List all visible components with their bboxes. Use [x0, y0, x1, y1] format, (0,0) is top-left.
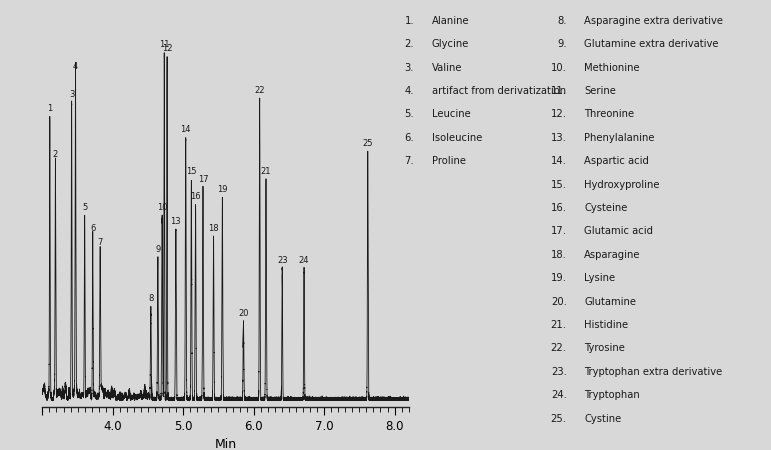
Text: 5: 5: [82, 203, 87, 212]
Text: 11.: 11.: [550, 86, 567, 96]
Text: 18: 18: [208, 224, 219, 233]
Text: Valine: Valine: [432, 63, 463, 72]
Text: Methionine: Methionine: [584, 63, 640, 72]
Text: 18.: 18.: [550, 250, 567, 260]
Text: 24.: 24.: [550, 390, 567, 400]
Text: 6.: 6.: [405, 133, 414, 143]
Text: Cysteine: Cysteine: [584, 203, 628, 213]
Text: 15: 15: [186, 167, 197, 176]
Text: Tryptophan extra derivative: Tryptophan extra derivative: [584, 367, 722, 377]
Text: 4: 4: [73, 62, 78, 71]
Text: 11: 11: [159, 40, 170, 50]
Text: 4.: 4.: [405, 86, 414, 96]
Text: 22.: 22.: [550, 343, 567, 353]
Text: Threonine: Threonine: [584, 109, 635, 119]
Text: 12.: 12.: [550, 109, 567, 119]
Text: Cystine: Cystine: [584, 414, 621, 423]
Text: artifact from derivatization: artifact from derivatization: [432, 86, 566, 96]
Text: 16: 16: [190, 192, 201, 201]
Text: Serine: Serine: [584, 86, 616, 96]
Text: 21.: 21.: [550, 320, 567, 330]
Text: 9.: 9.: [557, 39, 567, 49]
Text: 2.: 2.: [405, 39, 414, 49]
Text: Isoleucine: Isoleucine: [432, 133, 482, 143]
Text: Glutamine: Glutamine: [584, 297, 636, 306]
Text: Glutamine extra derivative: Glutamine extra derivative: [584, 39, 719, 49]
Text: 6: 6: [90, 224, 96, 233]
Text: 22: 22: [254, 86, 265, 95]
Text: 23: 23: [277, 256, 288, 265]
Text: Aspartic acid: Aspartic acid: [584, 156, 649, 166]
Text: 13: 13: [170, 217, 181, 226]
Text: 19: 19: [217, 185, 227, 194]
Text: 14: 14: [180, 125, 191, 134]
Text: 5.: 5.: [405, 109, 414, 119]
Text: 20.: 20.: [550, 297, 567, 306]
Text: 25.: 25.: [550, 414, 567, 423]
Text: 21: 21: [261, 167, 271, 176]
Text: 16.: 16.: [550, 203, 567, 213]
Text: 17: 17: [197, 175, 208, 184]
Text: Proline: Proline: [432, 156, 466, 166]
Text: 20: 20: [238, 309, 249, 318]
Text: 24: 24: [299, 256, 309, 265]
Text: Alanine: Alanine: [432, 16, 470, 26]
Text: Lysine: Lysine: [584, 273, 615, 283]
Text: 2: 2: [52, 150, 58, 159]
Text: 1: 1: [47, 104, 52, 113]
X-axis label: Min: Min: [214, 437, 237, 450]
Text: 14.: 14.: [550, 156, 567, 166]
Text: Glutamic acid: Glutamic acid: [584, 226, 653, 236]
Text: 9: 9: [155, 245, 160, 254]
Text: Hydroxyproline: Hydroxyproline: [584, 180, 660, 189]
Text: Glycine: Glycine: [432, 39, 469, 49]
Text: Tryptophan: Tryptophan: [584, 390, 640, 400]
Text: 3: 3: [69, 90, 74, 99]
Text: Asparagine extra derivative: Asparagine extra derivative: [584, 16, 723, 26]
Text: 7.: 7.: [405, 156, 414, 166]
Text: 17.: 17.: [550, 226, 567, 236]
Text: 10.: 10.: [550, 63, 567, 72]
Text: Asparagine: Asparagine: [584, 250, 641, 260]
Text: 10: 10: [157, 203, 167, 212]
Text: 19.: 19.: [550, 273, 567, 283]
Text: 12: 12: [162, 44, 172, 53]
Text: Tyrosine: Tyrosine: [584, 343, 625, 353]
Text: 13.: 13.: [550, 133, 567, 143]
Text: 15.: 15.: [550, 180, 567, 189]
Text: 25: 25: [362, 139, 373, 148]
Text: 8: 8: [148, 294, 153, 303]
Text: Leucine: Leucine: [432, 109, 470, 119]
Text: 7: 7: [97, 238, 103, 247]
Text: 8.: 8.: [557, 16, 567, 26]
Text: 23.: 23.: [550, 367, 567, 377]
Text: 1.: 1.: [405, 16, 414, 26]
Text: 3.: 3.: [405, 63, 414, 72]
Text: Phenylalanine: Phenylalanine: [584, 133, 655, 143]
Text: Histidine: Histidine: [584, 320, 628, 330]
